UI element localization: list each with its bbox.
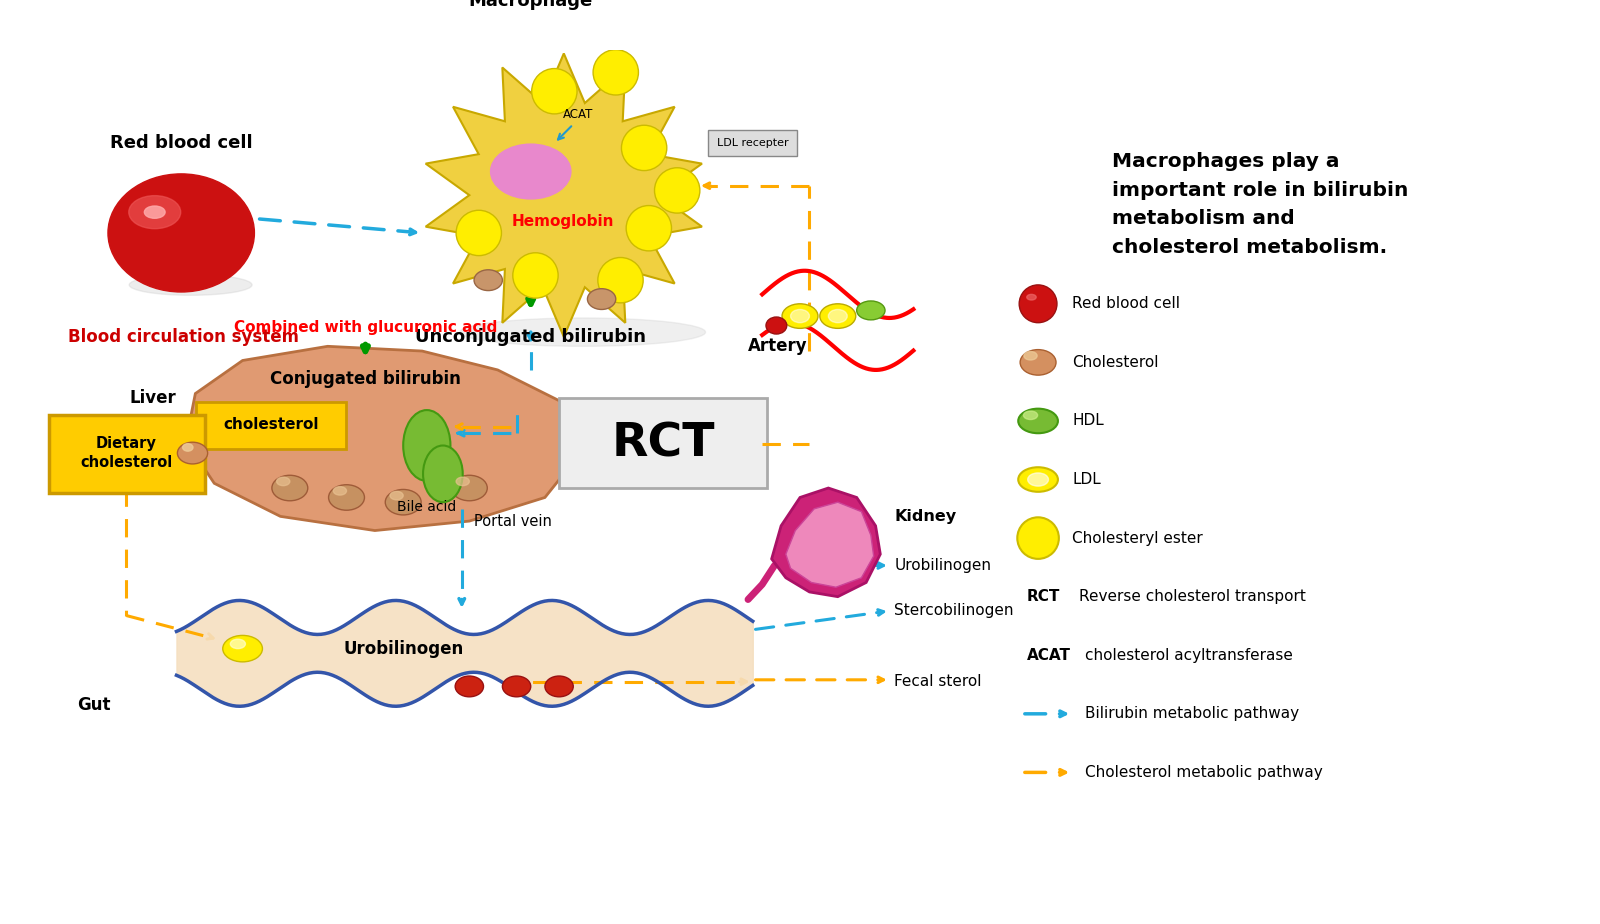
Text: Bile acid: Bile acid: [397, 500, 456, 514]
Text: Gut: Gut: [77, 697, 110, 714]
Ellipse shape: [456, 477, 469, 486]
Ellipse shape: [502, 676, 531, 697]
Ellipse shape: [1027, 295, 1037, 300]
Text: Combined with glucuronic acid: Combined with glucuronic acid: [234, 320, 498, 334]
Ellipse shape: [1018, 408, 1058, 433]
Circle shape: [1019, 285, 1058, 322]
Ellipse shape: [856, 301, 885, 320]
Ellipse shape: [790, 310, 810, 322]
Ellipse shape: [1021, 349, 1056, 375]
Text: Fecal sterol: Fecal sterol: [894, 675, 982, 689]
Ellipse shape: [1027, 473, 1048, 486]
Ellipse shape: [1018, 468, 1058, 492]
Text: Dietary
cholesterol: Dietary cholesterol: [80, 436, 173, 470]
Ellipse shape: [422, 445, 462, 503]
Polygon shape: [771, 488, 880, 597]
Ellipse shape: [390, 492, 403, 500]
Text: ACAT: ACAT: [1027, 648, 1070, 663]
Text: cholesterol: cholesterol: [222, 418, 318, 432]
Ellipse shape: [130, 274, 253, 296]
FancyBboxPatch shape: [558, 398, 766, 488]
Text: Portal vein: Portal vein: [474, 514, 552, 529]
Circle shape: [531, 68, 578, 114]
Text: Cholesterol: Cholesterol: [1072, 355, 1158, 370]
Ellipse shape: [1024, 351, 1037, 360]
Text: RCT: RCT: [611, 421, 715, 466]
Ellipse shape: [328, 485, 365, 510]
Text: Red blood cell: Red blood cell: [110, 134, 253, 152]
Circle shape: [598, 258, 643, 303]
Text: Reverse cholesterol transport: Reverse cholesterol transport: [1078, 590, 1306, 604]
Text: Hemoglobin: Hemoglobin: [512, 214, 614, 229]
Circle shape: [594, 50, 638, 95]
Polygon shape: [426, 54, 702, 337]
Ellipse shape: [1024, 411, 1038, 419]
Text: Conjugated bilirubin: Conjugated bilirubin: [270, 371, 461, 388]
Circle shape: [456, 211, 501, 256]
Text: Urobilinogen: Urobilinogen: [894, 558, 992, 573]
Ellipse shape: [454, 676, 483, 697]
Text: Blood circulation system: Blood circulation system: [67, 328, 299, 346]
Ellipse shape: [144, 206, 165, 218]
Text: Cholesteryl ester: Cholesteryl ester: [1072, 530, 1203, 545]
Ellipse shape: [222, 636, 262, 662]
Text: Unconjugated bilirubin: Unconjugated bilirubin: [416, 328, 646, 346]
Ellipse shape: [333, 487, 347, 495]
Ellipse shape: [128, 196, 181, 228]
Text: Artery: Artery: [749, 337, 808, 356]
Circle shape: [1018, 517, 1059, 559]
Polygon shape: [786, 503, 874, 588]
Text: RCT: RCT: [1027, 590, 1061, 604]
Ellipse shape: [546, 676, 573, 697]
FancyBboxPatch shape: [709, 130, 797, 156]
Text: Cholesterol metabolic pathway: Cholesterol metabolic pathway: [1085, 765, 1323, 780]
FancyBboxPatch shape: [197, 402, 346, 449]
Text: Red blood cell: Red blood cell: [1072, 297, 1181, 311]
Text: Stercobilinogen: Stercobilinogen: [894, 603, 1014, 618]
Circle shape: [621, 126, 667, 171]
FancyBboxPatch shape: [50, 415, 205, 492]
Circle shape: [626, 205, 672, 251]
Ellipse shape: [491, 144, 571, 199]
Text: cholesterol acyltransferase: cholesterol acyltransferase: [1085, 648, 1293, 663]
Text: Urobilinogen: Urobilinogen: [342, 639, 464, 658]
Text: Bilirubin metabolic pathway: Bilirubin metabolic pathway: [1085, 706, 1299, 722]
Text: LDL recepter: LDL recepter: [717, 139, 789, 148]
Ellipse shape: [766, 317, 787, 334]
Ellipse shape: [829, 310, 848, 322]
Circle shape: [654, 168, 699, 213]
Text: LDL: LDL: [1072, 472, 1101, 487]
Ellipse shape: [474, 270, 502, 290]
Text: Macrophage: Macrophage: [469, 0, 594, 10]
Ellipse shape: [782, 304, 818, 328]
Ellipse shape: [587, 288, 616, 310]
Polygon shape: [186, 346, 582, 530]
Text: Kidney: Kidney: [894, 509, 957, 524]
Ellipse shape: [277, 477, 290, 486]
Ellipse shape: [451, 475, 488, 501]
Text: Macrophages play a
important role in bilirubin
metabolism and
cholesterol metabo: Macrophages play a important role in bil…: [1112, 152, 1408, 257]
Text: ACAT: ACAT: [563, 108, 594, 121]
Ellipse shape: [459, 318, 706, 346]
Ellipse shape: [386, 490, 421, 515]
Text: HDL: HDL: [1072, 413, 1104, 429]
Ellipse shape: [178, 443, 208, 464]
Circle shape: [512, 253, 558, 298]
Ellipse shape: [272, 475, 307, 501]
Text: Liver: Liver: [130, 389, 176, 407]
Ellipse shape: [403, 410, 451, 480]
Ellipse shape: [819, 304, 856, 328]
Ellipse shape: [107, 174, 254, 292]
Ellipse shape: [182, 444, 194, 451]
Ellipse shape: [230, 639, 245, 649]
